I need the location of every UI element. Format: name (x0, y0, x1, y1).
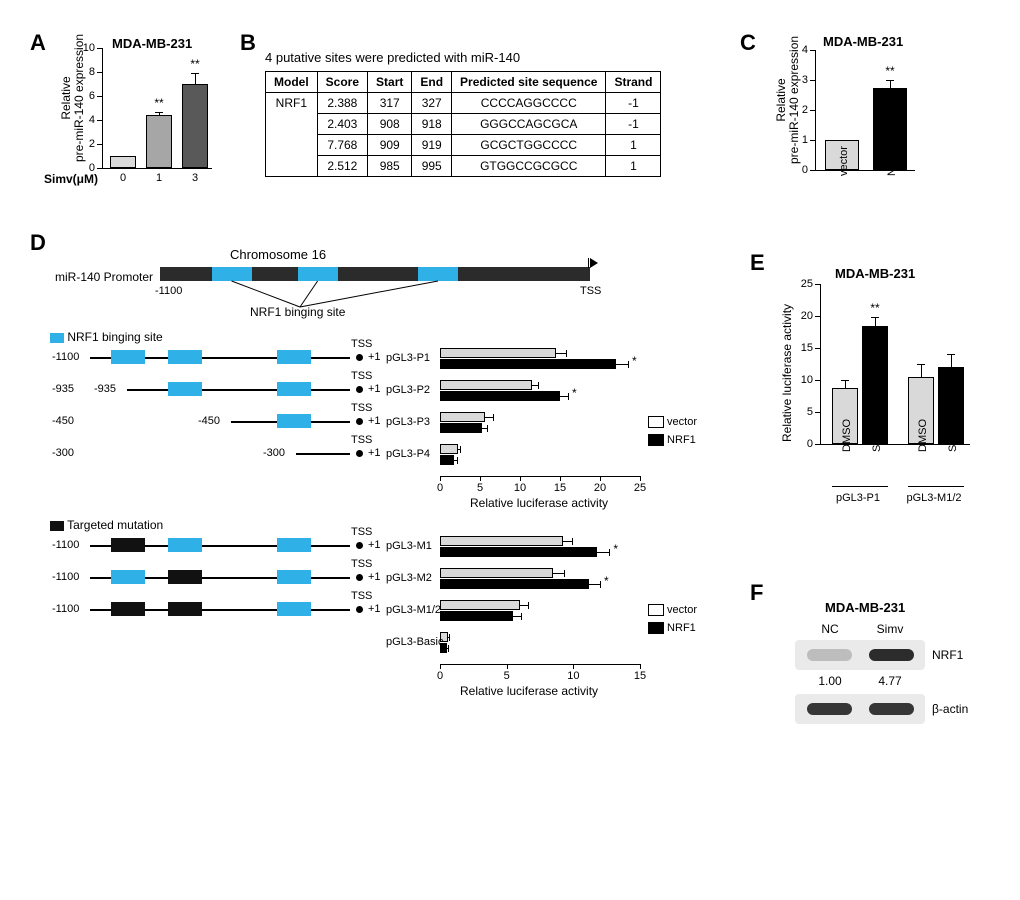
panel-e-label: E (750, 250, 765, 276)
panel-a-title: MDA-MB-231 (112, 36, 192, 51)
panel-e-chart: MDA-MB-2310510152025Relative luciferase … (780, 270, 980, 540)
panel-a-label: A (30, 30, 46, 56)
panel-f-label: F (750, 580, 763, 606)
panel-a-bar (146, 115, 172, 168)
panel-a-bar (110, 156, 136, 168)
panel-a-bar (182, 84, 208, 168)
panel-a-chart: MDA-MB-2310246810Relativepre-miR-140 exp… (62, 38, 212, 198)
panel-c-label: C (740, 30, 756, 56)
panel-c-chart: MDA-MB-23101234Relativepre-miR-140 expre… (775, 38, 925, 198)
panel-b-table: ModelScoreStartEndPredicted site sequenc… (265, 71, 661, 177)
panel-b-container: 4 putative sites were predicted with miR… (265, 50, 661, 177)
panel-d-container: miR-140 PromoterChromosome 16-1100TSSNRF… (50, 245, 730, 805)
panel-b-label: B (240, 30, 256, 56)
panel-d-label: D (30, 230, 46, 256)
figure: A MDA-MB-2310246810Relativepre-miR-140 e… (20, 20, 1000, 880)
panel-b-caption: 4 putative sites were predicted with miR… (265, 50, 661, 65)
panel-f-container: MDA-MB-231NCSimvNRF11.004.77β-actin (780, 600, 980, 800)
